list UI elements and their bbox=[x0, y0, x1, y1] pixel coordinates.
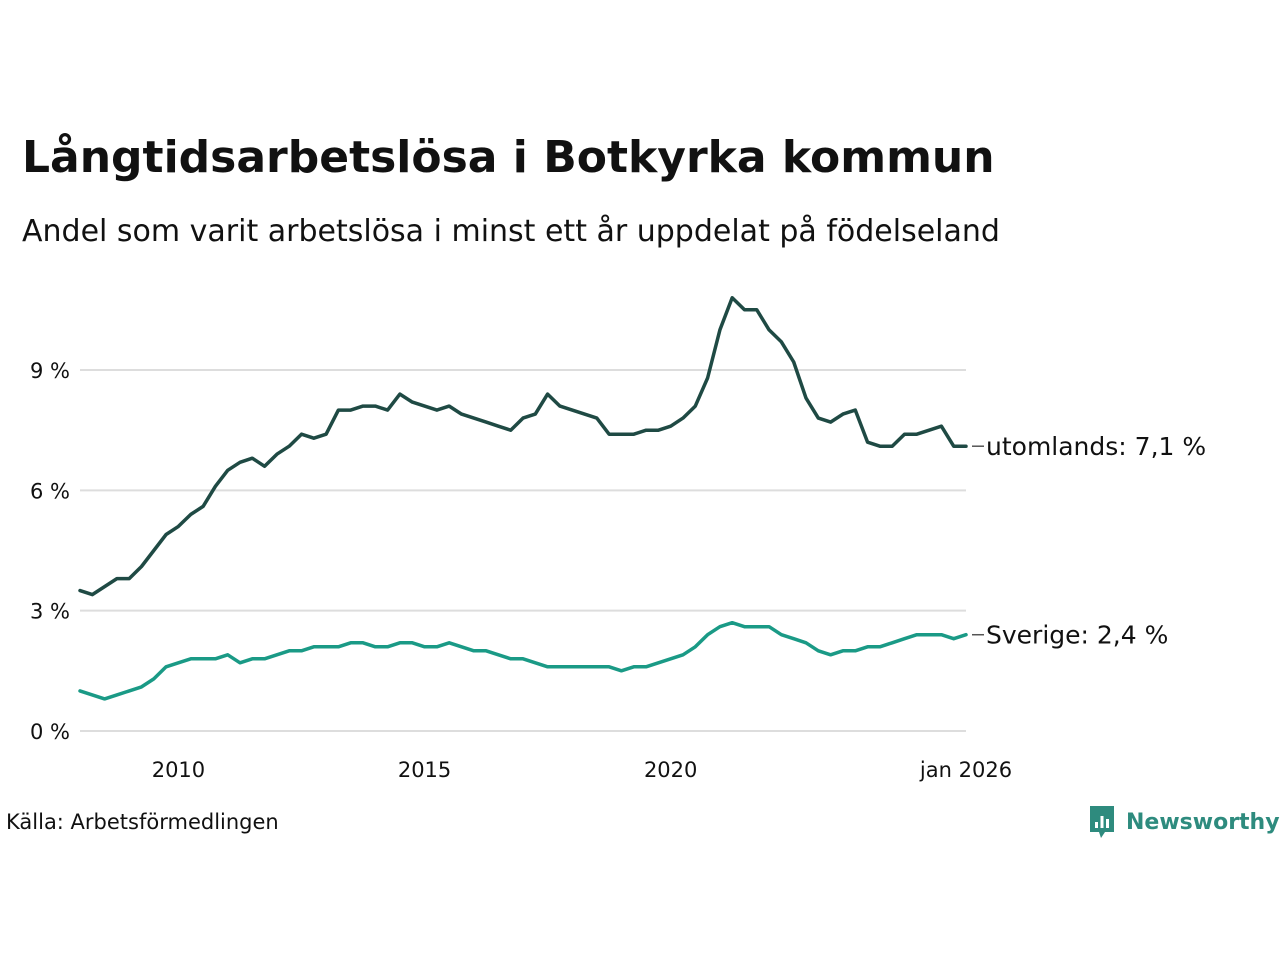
grid-layer bbox=[80, 369, 966, 732]
end-label-utomlands: utomlands: 7,1 % bbox=[986, 432, 1206, 461]
chart-subtitle: Andel som varit arbetslösa i minst ett å… bbox=[22, 214, 1000, 249]
y-tick-label: 3 % bbox=[30, 600, 70, 624]
bar-chart-speech-bubble-icon bbox=[1090, 806, 1114, 838]
y-tick-label: 0 % bbox=[30, 720, 70, 744]
y-axis-ticks: 0 % 3 % 6 % 9 % bbox=[30, 359, 70, 744]
series-line-utomlands bbox=[78, 296, 968, 597]
end-label-sverige: Sverige: 2,4 % bbox=[986, 621, 1168, 650]
x-tick-label: 2010 bbox=[152, 758, 205, 782]
chart-title: Långtidsarbetslösa i Botkyrka kommun bbox=[22, 132, 995, 183]
source-note: Källa: Arbetsförmedlingen bbox=[6, 810, 279, 834]
x-tick-label: 2020 bbox=[644, 758, 697, 782]
series-end-labels: utomlands: 7,1 % Sverige: 2,4 % bbox=[972, 432, 1206, 650]
brand-logo: Newsworthy bbox=[1088, 802, 1280, 842]
y-tick-label: 6 % bbox=[30, 479, 70, 503]
x-axis-ticks: 2010 2015 2020 jan 2026 bbox=[152, 758, 1012, 782]
y-tick-label: 9 % bbox=[30, 359, 70, 383]
series-layer bbox=[78, 296, 968, 701]
series-line-sverige bbox=[78, 620, 968, 701]
brand-name: Newsworthy bbox=[1126, 809, 1280, 835]
x-tick-label: 2015 bbox=[398, 758, 451, 782]
x-tick-label: jan 2026 bbox=[919, 758, 1012, 782]
